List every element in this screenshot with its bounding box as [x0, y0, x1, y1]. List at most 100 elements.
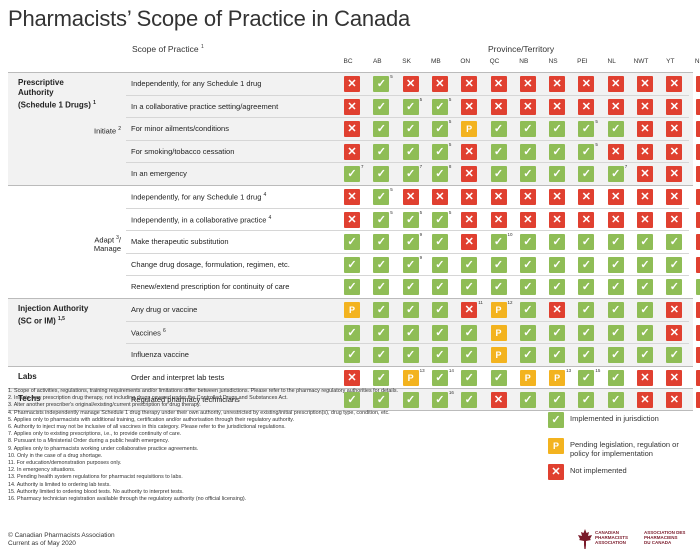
row-label-text: Vaccines	[131, 328, 161, 338]
legend-text: Not implemented	[570, 466, 627, 475]
status-cell-on: ✓	[461, 279, 478, 296]
cell-footnote-marker: 13	[566, 367, 572, 373]
status-cell-qc: ✓	[490, 256, 507, 273]
section-title-line: (SC or IM) 1,5	[18, 314, 88, 327]
status-cell-ns: ✕	[549, 302, 566, 318]
sub-label-line: Manage	[94, 244, 121, 253]
row-label: Independently, in a collaborative practi…	[131, 215, 271, 225]
footnote-15: 15. Authority limited to ordering blood …	[8, 488, 184, 495]
row-label-text: Influenza vaccine	[131, 350, 189, 360]
logo-text-fr: ASSOCIATION DES PHARMACIENS DU CANADA	[644, 530, 686, 545]
footnote-12: 12. In emergency situations.	[8, 467, 76, 474]
table-row: For minor ailments/conditions ✕ ✓ ✓ ✓ P ✓ ✓ ✓ ✓ ✓ ✕…	[8, 118, 700, 141]
status-cell-nu: ✕	[695, 302, 700, 318]
sub-label-sup: 2	[118, 126, 121, 132]
status-cell-yt: ✓	[666, 234, 683, 251]
section-title-line: Labs	[18, 371, 37, 381]
status-cell-mb: ✓	[431, 98, 448, 115]
legend-text: Implemented in jurisdiction	[570, 414, 659, 423]
status-cell-mb: ✓	[431, 302, 448, 318]
status-cell-sk: ✓	[402, 98, 419, 115]
row-cells: ✕ ✓ ✓ ✓ ✕ ✕ ✕ ✕ ✕ ✕ ✕ ✕ ✕ 5 5	[340, 97, 700, 115]
status-cell-nwt: ✕	[637, 211, 653, 228]
status-cell-ns: ✓	[549, 324, 566, 341]
status-cell-sk: ✓	[402, 279, 419, 296]
status-cell-nb: ✓	[519, 256, 536, 273]
status-cell-bc: ✕	[344, 211, 360, 228]
row-label: Independently, for any Schedule 1 drug	[131, 79, 261, 88]
status-cell-nb: P	[519, 369, 536, 386]
row-divider	[126, 207, 689, 209]
status-cell-on: ✕	[461, 302, 478, 318]
status-cell-nu: ✕	[695, 166, 700, 183]
status-cell-nb: ✓	[519, 121, 536, 138]
status-cell-bc: ✓	[344, 234, 360, 251]
status-cell-on: ✕	[461, 143, 478, 160]
status-cell-sk: ✕	[402, 189, 419, 205]
status-cell-qc: ✓	[490, 121, 507, 138]
status-cell-pei: ✓	[578, 234, 595, 251]
status-cell-nu: ✕	[695, 98, 700, 115]
row-cells: ✕ ✓ ✕ ✕ ✕ ✕ ✕ ✕ ✕ ✕ ✕ ✕ ✕ 5	[340, 187, 700, 205]
status-cell-nwt: ✕	[637, 121, 653, 138]
status-cell-nu: ✕	[695, 392, 700, 409]
row-label: Independently, for any Schedule 1 drug 4	[131, 192, 266, 202]
status-cell-pei: ✕	[578, 211, 595, 228]
status-cell-mb: ✓	[431, 234, 448, 251]
status-cell-sk: ✓	[402, 302, 419, 318]
footnote-7: 7. Applies only to existing prescription…	[8, 431, 182, 438]
status-cell-nb: ✓	[519, 279, 536, 296]
status-cell-on: ✓	[461, 347, 478, 364]
maple-leaf-icon	[578, 529, 592, 549]
cell-footnote-marker: 13	[419, 367, 425, 373]
status-cell-nb: ✕	[519, 76, 536, 92]
status-cell-qc: ✕	[490, 189, 507, 205]
province-label-pei: PEI	[577, 58, 588, 65]
footnote-1: 1. Scope of activities, regulations, tra…	[8, 388, 399, 394]
status-cell-yt: ✕	[666, 121, 683, 138]
row-label: For minor ailments/conditions	[131, 124, 229, 133]
section-title: Injection Authority (SC or IM) 1,5	[18, 304, 88, 327]
status-cell-nwt: ✓	[637, 347, 653, 364]
sub-label-sup: 3	[116, 234, 119, 241]
status-cell-qc: ✓	[490, 143, 507, 160]
cell-footnote-marker: 9	[419, 254, 423, 260]
status-cell-bc: ✕	[344, 98, 360, 115]
status-cell-pei: ✕	[578, 98, 595, 115]
status-cell-ab: ✓	[373, 121, 390, 138]
status-cell-ns: ✓	[549, 166, 566, 183]
status-cell-ns: P	[549, 369, 566, 386]
status-cell-yt: ✓	[666, 279, 683, 296]
status-cell-qc: ✕	[490, 211, 507, 228]
province-label-yt: YT	[666, 58, 675, 65]
table-row: Renew/extend prescription for continuity…	[8, 276, 700, 299]
status-cell-bc: ✕	[344, 369, 360, 386]
status-cell-nl: ✕	[607, 98, 624, 115]
footnote-16: 16. Pharmacy technician registration ava…	[8, 496, 247, 503]
scope-header-text: Scope of Practice	[132, 44, 199, 54]
province-label-nwt: NWT	[633, 58, 649, 65]
status-cell-qc: ✓	[490, 369, 507, 386]
status-cell-ab: ✓	[373, 98, 390, 115]
cell-footnote-marker: 5	[595, 141, 598, 147]
footnote-10: 10. Only in the case of a drug shortage.	[8, 452, 103, 459]
status-cell-nwt: ✕	[637, 143, 653, 160]
status-cell-ab: ✓	[373, 369, 390, 386]
status-cell-qc: ✓	[490, 234, 507, 251]
status-cell-pei: ✓	[578, 302, 595, 318]
row-label-text: In a collaborative practice setting/agre…	[131, 101, 279, 111]
cell-footnote-marker: 5	[390, 209, 393, 215]
status-cell-nb: ✓	[519, 347, 536, 364]
status-cell-ns: ✓	[549, 234, 566, 251]
status-cell-nl: ✓	[607, 121, 624, 138]
table-row: In an emergency ✓ ✓ ✓ ✓ ✕ ✓ ✓ ✓ ✓ ✓ ✕ ✕ ✕ 7 7 8 7	[8, 163, 700, 186]
cell-footnote-marker: 5	[390, 74, 393, 79]
status-cell-nwt: ✕	[637, 98, 653, 115]
footnote-9: 9. Applies only to pharmacists working u…	[8, 445, 199, 452]
section-title-line: (Schedule 1 Drugs) 1	[18, 98, 96, 111]
status-cell-on: P	[461, 121, 478, 138]
status-cell-sk: ✓	[402, 121, 419, 138]
province-label-mb: MB	[431, 58, 441, 65]
